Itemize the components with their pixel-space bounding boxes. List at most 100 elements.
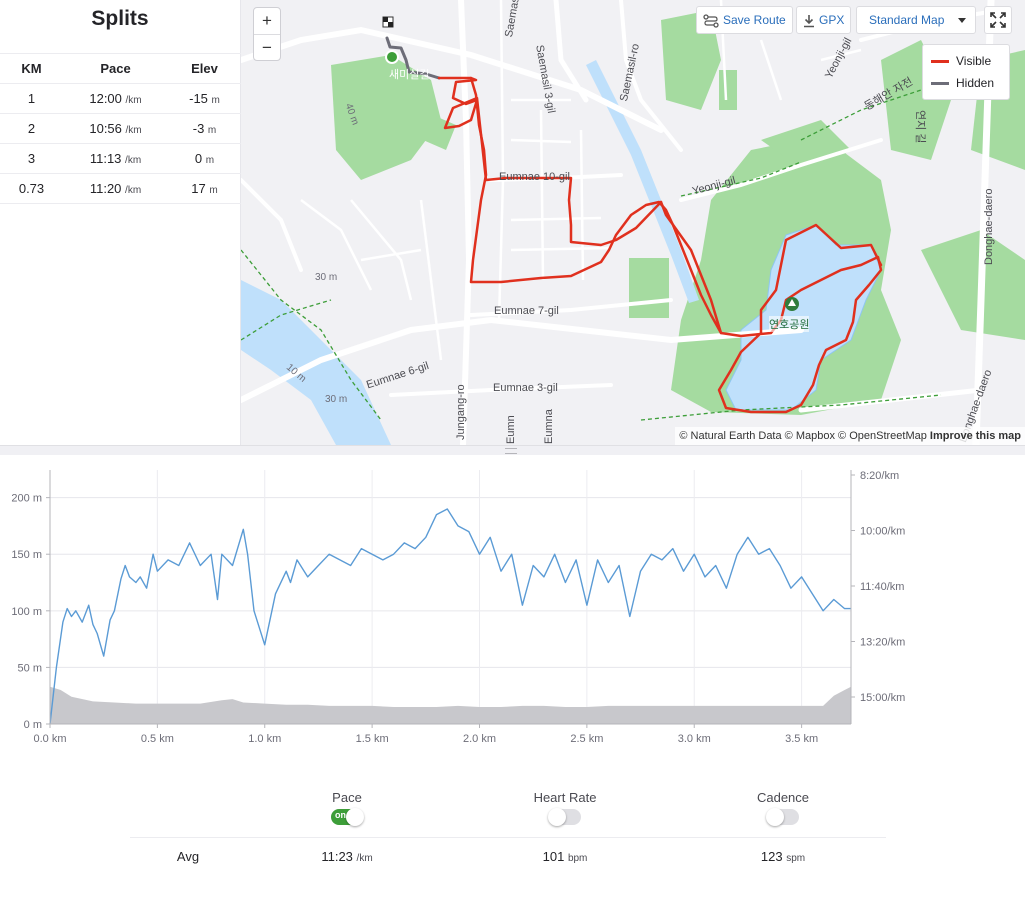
split-elev: -3 m bbox=[168, 113, 241, 144]
attribution-osm[interactable]: © OpenStreetMap bbox=[838, 430, 927, 442]
right-axis-ticks: 8:20/km 10:00/km 11:40/km 13:20/km 15:00/km bbox=[851, 470, 905, 704]
park-tree-icon bbox=[785, 297, 799, 311]
road-label: Donghae-daero bbox=[983, 188, 995, 265]
split-km: 2 bbox=[0, 113, 63, 144]
elevation-pace-chart[interactable]: 200 m 150 m 100 m 50 m 0 m 8:20/km 10:00/km 11… bbox=[0, 455, 1025, 755]
left-tick-label: 50 m bbox=[18, 662, 42, 674]
heart-rate-label: Heart Rate bbox=[533, 790, 597, 805]
heart-rate-avg: 101 bpm bbox=[542, 849, 588, 864]
splits-table: KM Pace Elev 1 12:00 /km -15 m 2 10:56 /… bbox=[0, 53, 241, 204]
pace-line-series bbox=[49, 508, 851, 725]
pace-line bbox=[49, 508, 851, 725]
pace-avg: 11:23 /km bbox=[321, 849, 373, 864]
map-style-label: Standard Map bbox=[869, 13, 945, 27]
grip-icon bbox=[505, 448, 517, 454]
gpx-label: GPX bbox=[819, 13, 845, 27]
right-tick-label: 13:20/km bbox=[860, 637, 905, 649]
map-canvas[interactable] bbox=[241, 0, 1025, 445]
map-attribution: © Natural Earth Data © Mapbox © OpenStre… bbox=[675, 427, 1025, 445]
right-tick-label: 8:20/km bbox=[860, 470, 899, 482]
splits-title: Splits bbox=[91, 7, 149, 30]
contour-label: 30 m bbox=[315, 272, 338, 283]
cadence-label: Cadence bbox=[756, 790, 810, 805]
stats-section: Pace Heart Rate Cadence on Avg 11:23 /km… bbox=[130, 785, 886, 875]
legend-visible[interactable]: Visible bbox=[923, 50, 1009, 72]
x-tick-label: 0.5 km bbox=[141, 733, 174, 745]
panel-resize-handle[interactable] bbox=[0, 445, 1025, 455]
download-icon bbox=[804, 14, 814, 28]
cadence-avg: 123 spm bbox=[760, 849, 806, 864]
save-route-button[interactable]: Save Route bbox=[696, 6, 793, 34]
x-tick-label: 1.0 km bbox=[248, 733, 281, 745]
zoom-out-button[interactable]: − bbox=[254, 34, 280, 60]
legend-hidden[interactable]: Hidden bbox=[923, 72, 1009, 94]
sports-field bbox=[719, 70, 737, 110]
right-tick-label: 15:00/km bbox=[860, 692, 905, 704]
splits-header-row: KM Pace Elev bbox=[0, 53, 241, 84]
toggle-knob bbox=[548, 808, 566, 826]
route-visible bbox=[437, 76, 883, 414]
cadence-toggle[interactable] bbox=[766, 808, 799, 826]
map-style-select[interactable]: Standard Map bbox=[856, 6, 976, 34]
split-km: 0.73 bbox=[0, 173, 63, 204]
zoom-in-button[interactable]: + bbox=[262, 11, 272, 30]
elev-header: Elev bbox=[168, 53, 241, 84]
chart-grid bbox=[49, 470, 851, 725]
finish-flag-icon bbox=[382, 16, 394, 28]
sports-field bbox=[629, 258, 669, 318]
pace-toggle[interactable]: on bbox=[331, 808, 364, 826]
route-legend: Visible Hidden bbox=[922, 44, 1010, 100]
left-tick-label: 0 m bbox=[24, 719, 42, 731]
road-label: Eumna bbox=[543, 409, 555, 444]
split-pace: 12:00 /km bbox=[63, 83, 168, 114]
caret-down-icon bbox=[957, 18, 966, 24]
split-elev: 17 m bbox=[168, 173, 241, 204]
left-tick-label: 100 m bbox=[11, 606, 42, 618]
split-row: 3 11:13 /km 0 m bbox=[0, 143, 241, 174]
route-hidden bbox=[385, 36, 441, 80]
split-km: 3 bbox=[0, 143, 63, 174]
km-header: KM bbox=[0, 53, 63, 84]
route-map[interactable]: 새미실길 Saemasil 2-gil Saemasil 3-gil Saema… bbox=[241, 0, 1025, 445]
road-label: Eumnae 10-gil bbox=[499, 171, 570, 183]
chart-axes bbox=[49, 470, 852, 725]
split-pace: 11:13 /km bbox=[63, 143, 168, 174]
road-label: Eumnae 3-gil bbox=[493, 382, 558, 394]
zoom-control: + − bbox=[253, 7, 281, 61]
split-row: 0.73 11:20 /km 17 m bbox=[0, 173, 241, 204]
park-label: 연호공원 bbox=[769, 316, 810, 332]
attribution-mapbox[interactable]: © Mapbox bbox=[784, 430, 835, 442]
x-tick-label: 3.0 km bbox=[678, 733, 711, 745]
split-elev: -15 m bbox=[168, 83, 241, 114]
save-route-label: Save Route bbox=[723, 13, 786, 27]
improve-map-link[interactable]: Improve this map bbox=[929, 430, 1021, 442]
x-axis-ticks: 0.0 km 0.5 km 1.0 km 1.5 km 2.0 km 2.5 km 3.0 … bbox=[33, 724, 818, 745]
park-area bbox=[761, 120, 851, 175]
x-tick-label: 2.5 km bbox=[570, 733, 603, 745]
toggle-knob bbox=[766, 808, 784, 826]
park-area bbox=[661, 10, 721, 110]
stats-divider bbox=[130, 837, 886, 838]
toggle-knob bbox=[346, 808, 364, 826]
elevation-area bbox=[50, 686, 851, 724]
gpx-button[interactable]: GPX bbox=[796, 6, 852, 34]
pace-label: Pace bbox=[332, 790, 362, 805]
start-icon bbox=[385, 50, 399, 64]
split-pace: 11:20 /km bbox=[63, 173, 168, 204]
pace-header: Pace bbox=[63, 53, 168, 84]
x-tick-label: 3.5 km bbox=[785, 733, 818, 745]
heart-rate-toggle[interactable] bbox=[548, 808, 581, 826]
park-area bbox=[921, 230, 1025, 340]
right-tick-label: 11:40/km bbox=[860, 581, 904, 593]
split-elev: 0 m bbox=[168, 143, 241, 174]
avg-label: Avg bbox=[176, 849, 200, 864]
attribution-natural-earth[interactable]: © Natural Earth Data bbox=[679, 430, 782, 442]
pace-toggle-text: on bbox=[335, 810, 346, 820]
road-label: 새미실길 bbox=[389, 69, 430, 81]
road-label: Eumnae 7-gil bbox=[494, 305, 559, 317]
right-tick-label: 10:00/km bbox=[860, 526, 905, 538]
left-axis-ticks: 200 m 150 m 100 m 50 m 0 m bbox=[11, 493, 50, 731]
fullscreen-button[interactable] bbox=[984, 6, 1012, 34]
contour-label: 30 m bbox=[325, 394, 348, 405]
